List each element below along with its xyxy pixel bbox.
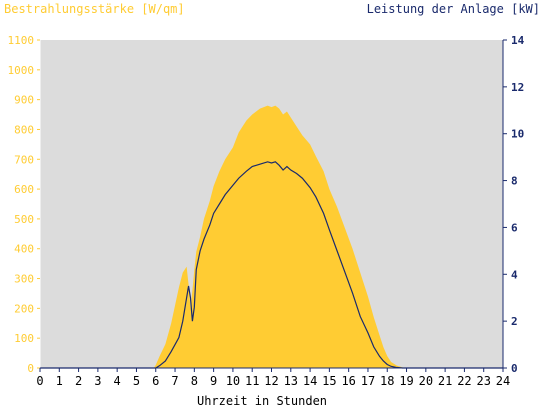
right-axis-title: Leistung der Anlage [kW] xyxy=(367,2,540,16)
right-tick-label: 0 xyxy=(511,362,518,375)
x-tick-label: 9 xyxy=(210,374,217,388)
irradiance-area xyxy=(40,105,503,368)
x-tick-label: 21 xyxy=(438,374,452,388)
x-tick-label: 17 xyxy=(361,374,375,388)
x-tick-label: 13 xyxy=(284,374,298,388)
right-tick-label: 2 xyxy=(511,315,518,328)
left-tick-label: 900 xyxy=(14,94,34,107)
x-tick-label: 12 xyxy=(264,374,278,388)
left-tick-label: 200 xyxy=(14,302,34,315)
x-tick-label: 15 xyxy=(322,374,336,388)
x-tick-label: 7 xyxy=(171,374,178,388)
x-tick-label: 20 xyxy=(419,374,433,388)
x-tick-label: 6 xyxy=(152,374,159,388)
right-tick-label: 10 xyxy=(511,128,524,141)
left-tick-label: 1100 xyxy=(8,34,35,47)
x-tick-label: 24 xyxy=(496,374,510,388)
x-tick-label: 23 xyxy=(476,374,490,388)
right-tick-label: 8 xyxy=(511,175,518,188)
x-tick-label: 3 xyxy=(94,374,101,388)
right-tick-label: 12 xyxy=(511,81,524,94)
x-tick-label: 19 xyxy=(399,374,413,388)
x-tick-label: 22 xyxy=(457,374,471,388)
left-tick-label: 400 xyxy=(14,243,34,256)
x-axis-title: Uhrzeit in Stunden xyxy=(197,394,327,408)
left-tick-label: 500 xyxy=(14,213,34,226)
x-axis-ticks: 0 1 2 3 4 5 6 7 8 9 10 11 12 13 14 15 16 17 18 19 20 21 22 23 24 xyxy=(36,368,510,388)
left-tick-label: 700 xyxy=(14,153,34,166)
power-line xyxy=(40,161,503,369)
x-tick-label: 4 xyxy=(114,374,121,388)
right-tick-label: 6 xyxy=(511,221,518,234)
left-tick-label: 0 xyxy=(27,362,34,375)
right-tick-label: 4 xyxy=(511,268,518,281)
x-tick-label: 8 xyxy=(191,374,198,388)
x-tick-label: 10 xyxy=(226,374,240,388)
left-tick-label: 1000 xyxy=(8,64,35,77)
x-tick-label: 18 xyxy=(380,374,394,388)
x-tick-label: 0 xyxy=(36,374,43,388)
x-tick-label: 11 xyxy=(245,374,259,388)
left-tick-label: 800 xyxy=(14,123,34,136)
left-tick-label: 300 xyxy=(14,273,34,286)
right-axis-ticks: 0 2 4 6 8 10 12 14 xyxy=(503,34,525,375)
x-tick-label: 5 xyxy=(133,374,140,388)
x-tick-label: 2 xyxy=(75,374,82,388)
left-tick-label: 600 xyxy=(14,183,34,196)
left-axis-title: Bestrahlungsstärke [W/qm] xyxy=(4,2,185,16)
x-tick-label: 16 xyxy=(341,374,355,388)
left-tick-label: 100 xyxy=(14,332,34,345)
right-tick-label: 14 xyxy=(511,34,525,47)
x-tick-label: 14 xyxy=(303,374,317,388)
x-tick-label: 1 xyxy=(56,374,63,388)
left-axis-ticks: 0 100 200 300 400 500 600 700 800 900 1000 1100 xyxy=(8,34,40,375)
